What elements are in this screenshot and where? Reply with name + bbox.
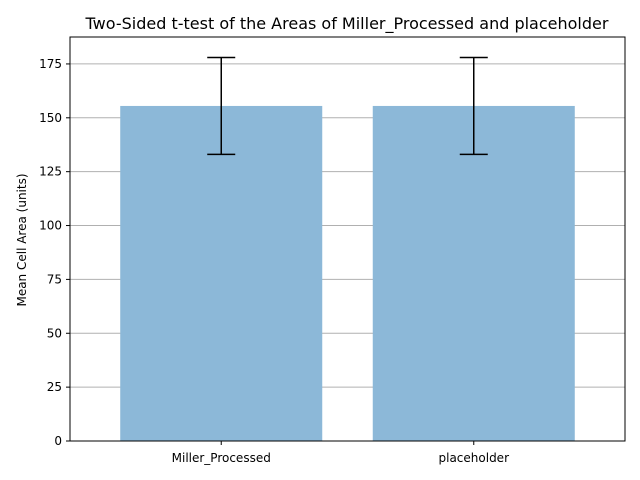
bar <box>120 105 323 441</box>
error-bars <box>207 56 488 156</box>
chart-title: Two-Sided t-test of the Areas of Miller_… <box>85 14 609 34</box>
y-tick-label: 0 <box>54 434 62 448</box>
x-tick-label: Miller_Processed <box>172 451 271 465</box>
plot-frame <box>69 36 626 442</box>
bars <box>120 105 575 441</box>
y-tick-label: 150 <box>39 111 62 125</box>
bar <box>372 105 575 441</box>
y-tick-label: 100 <box>39 219 62 233</box>
y-tick-label: 125 <box>39 165 62 179</box>
y-axis-label: Mean Cell Area (units) <box>15 173 29 306</box>
y-axis-ticks: 0 25 50 75 100 125 150 175 <box>39 57 70 448</box>
x-axis-ticks: Miller_Processed placeholder <box>172 441 509 465</box>
y-tick-label: 25 <box>47 380 62 394</box>
y-tick-label: 50 <box>47 326 62 340</box>
y-tick-label: 175 <box>39 57 62 71</box>
x-tick-label: placeholder <box>439 451 510 465</box>
y-tick-label: 75 <box>47 272 62 286</box>
